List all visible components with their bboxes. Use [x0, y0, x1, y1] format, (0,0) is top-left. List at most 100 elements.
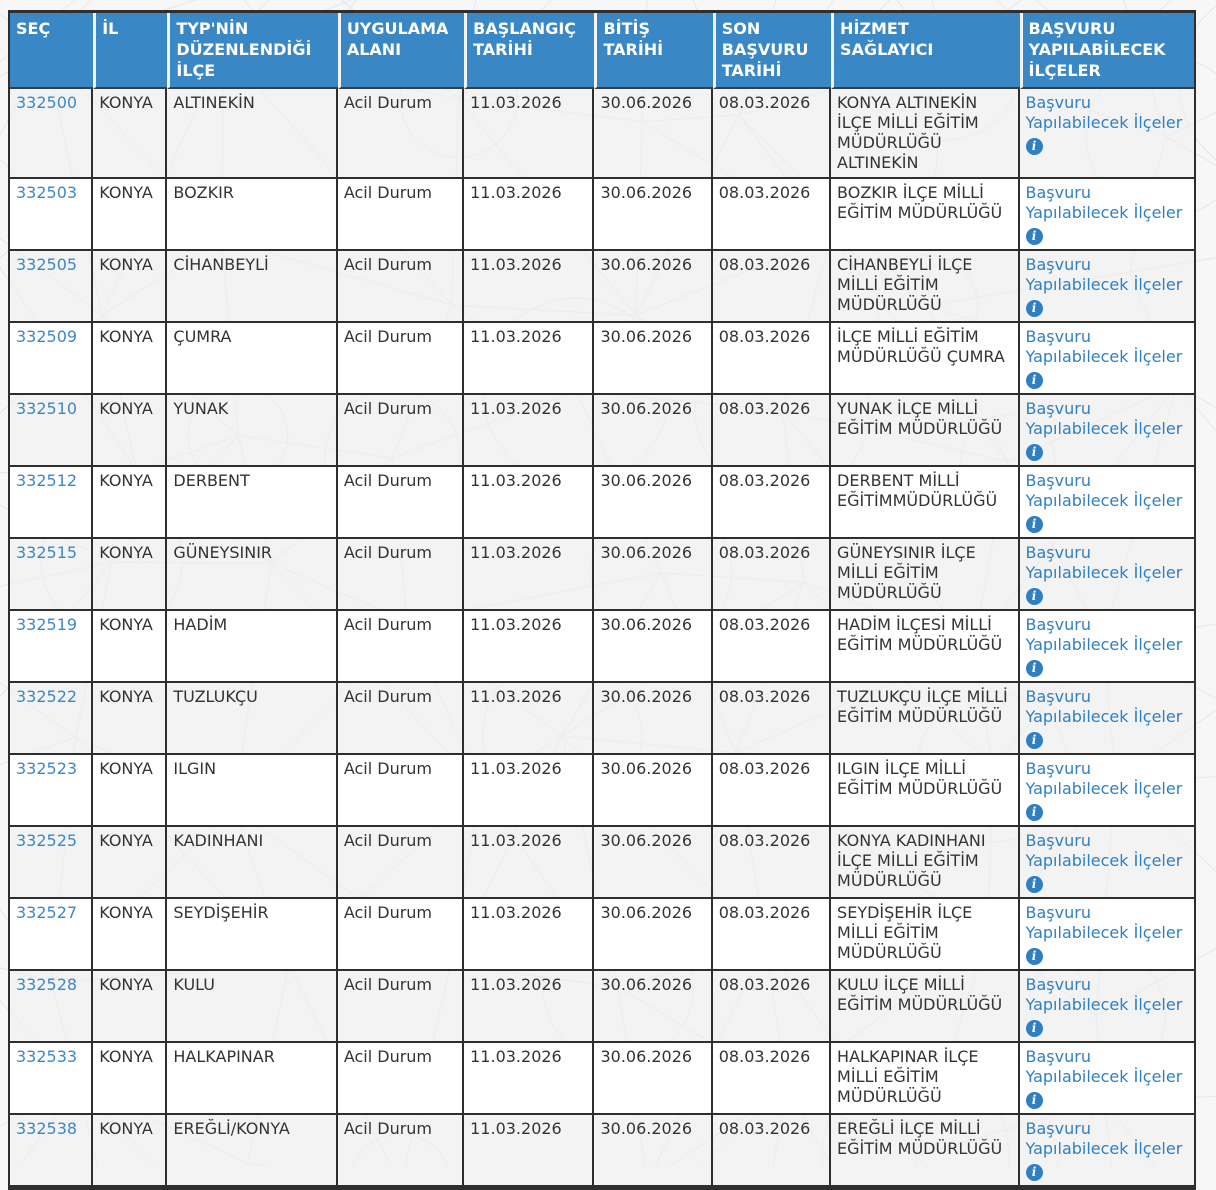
- cell-basvuru-ilceler: Başvuru Yapılabilecek İlçeler i: [1020, 539, 1194, 611]
- announcement-id-link[interactable]: 332533: [16, 1047, 77, 1066]
- cell-hizmet-saglayici: İLÇE MİLLİ EĞİTİM MÜDÜRLÜĞÜ ÇUMRA: [831, 323, 1019, 395]
- cell-bitis-tarihi: 30.06.2026: [594, 539, 712, 611]
- info-icon: i: [1026, 444, 1043, 461]
- cell-sec: 332512: [10, 467, 93, 539]
- announcement-id-link[interactable]: 332510: [16, 399, 77, 418]
- cell-basvuru-ilceler: Başvuru Yapılabilecek İlçeler i: [1020, 467, 1194, 539]
- cell-il: KONYA: [93, 755, 167, 827]
- cell-typ-ilce: CİHANBEYLİ: [167, 251, 337, 323]
- cell-hizmet-saglayici: KONYA ALTINEKİN İLÇE MİLLİ EĞİTİM MÜDÜRL…: [831, 89, 1019, 179]
- cell-baslangic-tarihi: 11.03.2026: [464, 1115, 594, 1185]
- cell-hizmet-saglayici: ILGIN İLÇE MİLLİ EĞİTİM MÜDÜRLÜĞÜ: [831, 755, 1019, 827]
- cell-son-basvuru-tarihi: 08.03.2026: [713, 1043, 831, 1115]
- cell-bitis-tarihi: 30.06.2026: [594, 755, 712, 827]
- info-icon: i: [1026, 948, 1043, 965]
- column-header-bitis: BİTİŞ TARİHİ: [594, 13, 712, 89]
- basvuru-ilceler-link[interactable]: Başvuru Yapılabilecek İlçeler i: [1026, 903, 1183, 962]
- cell-il: KONYA: [93, 539, 167, 611]
- cell-baslangic-tarihi: 11.03.2026: [464, 179, 594, 251]
- basvuru-ilceler-link[interactable]: Başvuru Yapılabilecek İlçeler i: [1026, 471, 1183, 530]
- cell-son-basvuru-tarihi: 08.03.2026: [713, 89, 831, 179]
- announcement-id-link[interactable]: 332503: [16, 183, 77, 202]
- announcement-id-link[interactable]: 332527: [16, 903, 77, 922]
- basvuru-ilceler-link[interactable]: Başvuru Yapılabilecek İlçeler i: [1026, 93, 1183, 152]
- basvuru-ilceler-link-label: Başvuru Yapılabilecek İlçeler: [1026, 903, 1183, 942]
- cell-hizmet-saglayici: CİHANBEYLİ İLÇE MİLLİ EĞİTİM MÜDÜRLÜĞÜ: [831, 251, 1019, 323]
- basvuru-ilceler-link-label: Başvuru Yapılabilecek İlçeler: [1026, 1119, 1183, 1158]
- cell-il: KONYA: [93, 395, 167, 467]
- basvuru-ilceler-link[interactable]: Başvuru Yapılabilecek İlçeler i: [1026, 687, 1183, 746]
- basvuru-ilceler-link[interactable]: Başvuru Yapılabilecek İlçeler i: [1026, 975, 1183, 1034]
- column-header-baslangic: BAŞLANGIÇ TARİHİ: [464, 13, 594, 89]
- cell-uygulama-alani: Acil Durum: [338, 539, 464, 611]
- cell-uygulama-alani: Acil Durum: [338, 971, 464, 1043]
- announcement-id-link[interactable]: 332509: [16, 327, 77, 346]
- basvuru-ilceler-link-label: Başvuru Yapılabilecek İlçeler: [1026, 255, 1183, 294]
- cell-son-basvuru-tarihi: 08.03.2026: [713, 323, 831, 395]
- info-icon: i: [1026, 228, 1043, 245]
- cell-uygulama-alani: Acil Durum: [338, 827, 464, 899]
- cell-bitis-tarihi: 30.06.2026: [594, 179, 712, 251]
- cell-uygulama-alani: Acil Durum: [338, 395, 464, 467]
- cell-il: KONYA: [93, 179, 167, 251]
- cell-typ-ilce: ALTINEKİN: [167, 89, 337, 179]
- basvuru-ilceler-link[interactable]: Başvuru Yapılabilecek İlçeler i: [1026, 255, 1183, 314]
- announcement-id-link[interactable]: 332515: [16, 543, 77, 562]
- basvuru-ilceler-link[interactable]: Başvuru Yapılabilecek İlçeler i: [1026, 543, 1183, 602]
- column-header-son: SON BAŞVURU TARİHİ: [713, 13, 831, 89]
- cell-typ-ilce: KULU: [167, 971, 337, 1043]
- cell-basvuru-ilceler: Başvuru Yapılabilecek İlçeler i: [1020, 323, 1194, 395]
- cell-son-basvuru-tarihi: 08.03.2026: [713, 467, 831, 539]
- cell-basvuru-ilceler: Başvuru Yapılabilecek İlçeler i: [1020, 179, 1194, 251]
- table-row: 332515 KONYA GÜNEYSINIR Acil Durum 11.03…: [10, 539, 1194, 611]
- basvuru-ilceler-link[interactable]: Başvuru Yapılabilecek İlçeler i: [1026, 1047, 1183, 1106]
- cell-uygulama-alani: Acil Durum: [338, 179, 464, 251]
- announcement-id-link[interactable]: 332512: [16, 471, 77, 490]
- cell-sec: 332528: [10, 971, 93, 1043]
- announcement-id-link[interactable]: 332522: [16, 687, 77, 706]
- announcement-id-link[interactable]: 332528: [16, 975, 77, 994]
- cell-uygulama-alani: Acil Durum: [338, 683, 464, 755]
- basvuru-ilceler-link[interactable]: Başvuru Yapılabilecek İlçeler i: [1026, 831, 1183, 890]
- cell-typ-ilce: KADINHANI: [167, 827, 337, 899]
- cell-bitis-tarihi: 30.06.2026: [594, 1043, 712, 1115]
- cell-sec: 332525: [10, 827, 93, 899]
- announcement-id-link[interactable]: 332538: [16, 1119, 77, 1138]
- basvuru-ilceler-link-label: Başvuru Yapılabilecek İlçeler: [1026, 687, 1183, 726]
- announcement-id-link[interactable]: 332523: [16, 759, 77, 778]
- basvuru-ilceler-link[interactable]: Başvuru Yapılabilecek İlçeler i: [1026, 1119, 1183, 1178]
- cell-basvuru-ilceler: Başvuru Yapılabilecek İlçeler i: [1020, 827, 1194, 899]
- cell-sec: 332527: [10, 899, 93, 971]
- cell-typ-ilce: HALKAPINAR: [167, 1043, 337, 1115]
- cell-bitis-tarihi: 30.06.2026: [594, 611, 712, 683]
- cell-son-basvuru-tarihi: 08.03.2026: [713, 539, 831, 611]
- cell-basvuru-ilceler: Başvuru Yapılabilecek İlçeler i: [1020, 683, 1194, 755]
- info-icon: i: [1026, 1164, 1043, 1181]
- cell-baslangic-tarihi: 11.03.2026: [464, 467, 594, 539]
- announcement-id-link[interactable]: 332505: [16, 255, 77, 274]
- basvuru-ilceler-link-label: Başvuru Yapılabilecek İlçeler: [1026, 327, 1183, 366]
- cell-typ-ilce: DERBENT: [167, 467, 337, 539]
- basvuru-ilceler-link[interactable]: Başvuru Yapılabilecek İlçeler i: [1026, 183, 1183, 242]
- cell-uygulama-alani: Acil Durum: [338, 251, 464, 323]
- basvuru-ilceler-link[interactable]: Başvuru Yapılabilecek İlçeler i: [1026, 615, 1183, 674]
- info-icon: i: [1026, 1020, 1043, 1037]
- table-row: 332528 KONYA KULU Acil Durum 11.03.2026 …: [10, 971, 1194, 1043]
- cell-uygulama-alani: Acil Durum: [338, 89, 464, 179]
- basvuru-ilceler-link[interactable]: Başvuru Yapılabilecek İlçeler i: [1026, 327, 1183, 386]
- basvuru-ilceler-link[interactable]: Başvuru Yapılabilecek İlçeler i: [1026, 759, 1183, 818]
- cell-sec: 332515: [10, 539, 93, 611]
- cell-baslangic-tarihi: 11.03.2026: [464, 683, 594, 755]
- announcement-id-link[interactable]: 332525: [16, 831, 77, 850]
- cell-hizmet-saglayici: SEYDİŞEHİR İLÇE MİLLİ EĞİTİM MÜDÜRLÜĞÜ: [831, 899, 1019, 971]
- basvuru-ilceler-link[interactable]: Başvuru Yapılabilecek İlçeler i: [1026, 399, 1183, 458]
- cell-typ-ilce: BOZKIR: [167, 179, 337, 251]
- cell-hizmet-saglayici: HALKAPINAR İLÇE MİLLİ EĞİTİM MÜDÜRLÜĞÜ: [831, 1043, 1019, 1115]
- cell-son-basvuru-tarihi: 08.03.2026: [713, 1115, 831, 1185]
- cell-hizmet-saglayici: DERBENT MİLLİ EĞİTİMMÜDÜRLÜĞÜ: [831, 467, 1019, 539]
- announcement-id-link[interactable]: 332519: [16, 615, 77, 634]
- cell-baslangic-tarihi: 11.03.2026: [464, 899, 594, 971]
- announcement-id-link[interactable]: 332500: [16, 93, 77, 112]
- info-icon: i: [1026, 732, 1043, 749]
